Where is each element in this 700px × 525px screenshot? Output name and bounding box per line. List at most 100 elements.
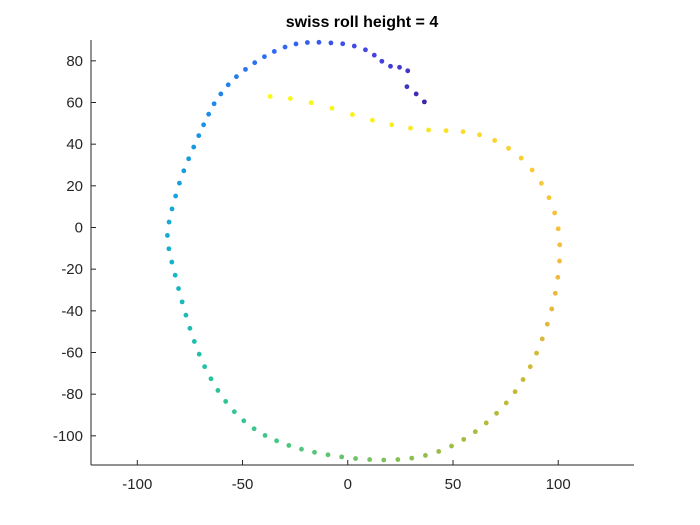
data-point	[546, 195, 552, 201]
data-point	[492, 138, 498, 143]
data-point	[371, 52, 377, 58]
y-tick-label: -20	[61, 261, 83, 278]
data-point	[494, 410, 499, 416]
data-point	[177, 180, 182, 186]
data-point	[262, 433, 268, 438]
data-point	[186, 156, 192, 162]
chart-title: swiss roll height = 4	[286, 14, 439, 31]
data-point	[426, 127, 431, 133]
data-point	[552, 210, 558, 216]
y-tick-label: -100	[53, 428, 83, 445]
data-point	[506, 145, 511, 151]
data-point	[413, 91, 419, 97]
data-point	[274, 438, 280, 444]
data-point	[329, 105, 335, 111]
data-point	[187, 325, 193, 331]
data-point	[381, 457, 387, 463]
data-point	[552, 290, 558, 296]
data-point	[421, 99, 427, 105]
data-point	[215, 388, 221, 393]
data-point	[211, 101, 217, 107]
y-tick-label: -80	[61, 386, 83, 403]
data-point	[308, 100, 314, 106]
data-point	[181, 168, 187, 174]
data-point	[388, 63, 393, 69]
y-tick-label: 0	[75, 220, 83, 237]
data-point	[179, 299, 185, 305]
data-point	[527, 364, 533, 370]
data-point	[436, 449, 442, 454]
data-point	[225, 82, 231, 88]
y-tick-label: -60	[61, 345, 83, 362]
data-point	[208, 376, 214, 382]
data-point	[460, 129, 466, 135]
data-point	[251, 426, 257, 432]
data-point	[201, 122, 207, 128]
y-tick-label: -40	[61, 303, 83, 320]
data-point	[544, 321, 550, 327]
x-tick-label: 50	[445, 476, 462, 493]
data-point	[304, 40, 310, 45]
data-point	[503, 400, 509, 406]
data-point	[243, 66, 248, 72]
data-point	[472, 429, 478, 435]
data-point	[165, 233, 170, 238]
data-point	[166, 246, 172, 252]
data-point	[539, 336, 545, 342]
data-point	[293, 41, 299, 47]
data-point	[477, 132, 482, 138]
data-point	[443, 128, 449, 134]
data-point	[262, 54, 267, 60]
data-points-layer	[165, 39, 563, 463]
x-tick-label: -50	[232, 476, 254, 493]
data-point	[539, 180, 544, 186]
data-point	[196, 133, 202, 139]
data-point	[316, 39, 322, 45]
data-point	[218, 91, 224, 97]
data-point	[169, 259, 175, 265]
data-point	[557, 242, 563, 248]
data-point	[555, 226, 561, 232]
data-point	[191, 339, 197, 344]
data-point	[282, 44, 288, 50]
data-point	[404, 84, 410, 90]
data-point	[340, 41, 346, 47]
data-point	[512, 389, 518, 395]
x-tick-label: -100	[122, 476, 152, 493]
data-point	[520, 377, 526, 382]
data-point	[461, 436, 467, 442]
data-point	[367, 457, 373, 462]
data-point	[267, 94, 273, 99]
data-point	[350, 112, 355, 117]
data-point	[369, 117, 375, 123]
data-point	[534, 350, 539, 356]
data-point	[183, 312, 189, 318]
data-point	[379, 58, 385, 64]
data-point	[555, 274, 561, 280]
data-point	[339, 454, 345, 460]
data-point	[518, 155, 524, 161]
data-point	[173, 193, 179, 199]
data-point	[351, 43, 357, 49]
data-point	[231, 409, 237, 415]
data-point	[557, 258, 562, 264]
x-tick-label: 0	[344, 476, 352, 493]
data-point	[405, 68, 411, 74]
y-tick-label: 40	[66, 136, 83, 153]
data-point	[395, 457, 401, 462]
data-point	[397, 64, 402, 70]
data-point	[299, 446, 304, 452]
data-point	[483, 420, 489, 426]
data-point	[252, 60, 258, 66]
data-point	[363, 47, 368, 53]
data-point	[169, 206, 175, 212]
data-point	[241, 418, 247, 424]
data-point	[408, 125, 413, 131]
y-tick-label: 60	[66, 95, 83, 112]
data-point	[196, 351, 202, 357]
data-point	[409, 455, 415, 461]
data-point	[206, 111, 212, 117]
data-point	[271, 49, 277, 54]
